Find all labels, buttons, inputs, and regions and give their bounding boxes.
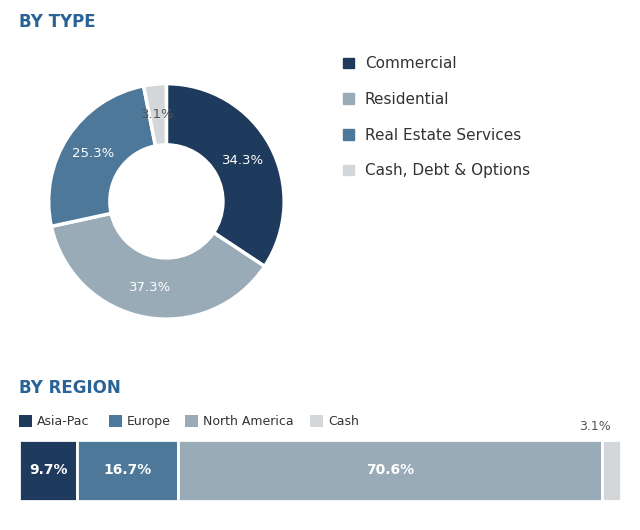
- Text: 34.3%: 34.3%: [222, 154, 264, 166]
- Text: 25.3%: 25.3%: [72, 147, 115, 160]
- Wedge shape: [166, 84, 284, 267]
- Text: 3.1%: 3.1%: [579, 420, 611, 433]
- Wedge shape: [49, 86, 156, 226]
- FancyBboxPatch shape: [19, 440, 77, 501]
- Wedge shape: [51, 214, 264, 319]
- Text: BY TYPE: BY TYPE: [19, 13, 96, 31]
- Text: 37.3%: 37.3%: [129, 280, 172, 294]
- Text: Asia-Pac: Asia-Pac: [37, 415, 90, 428]
- Text: North America: North America: [202, 415, 293, 428]
- FancyBboxPatch shape: [109, 416, 122, 427]
- Text: Cash: Cash: [328, 415, 359, 428]
- FancyBboxPatch shape: [185, 416, 198, 427]
- Legend: Commercial, Residential, Real Estate Services, Cash, Debt & Options: Commercial, Residential, Real Estate Ser…: [343, 56, 530, 178]
- Text: 70.6%: 70.6%: [366, 463, 414, 478]
- Text: BY REGION: BY REGION: [19, 379, 121, 397]
- Wedge shape: [143, 84, 166, 146]
- Text: Europe: Europe: [127, 415, 171, 428]
- FancyBboxPatch shape: [77, 440, 178, 501]
- Text: 9.7%: 9.7%: [29, 463, 68, 478]
- Text: 3.1%: 3.1%: [141, 108, 175, 121]
- Text: 16.7%: 16.7%: [104, 463, 152, 478]
- FancyBboxPatch shape: [602, 440, 621, 501]
- FancyBboxPatch shape: [310, 416, 323, 427]
- FancyBboxPatch shape: [19, 416, 32, 427]
- FancyBboxPatch shape: [178, 440, 602, 501]
